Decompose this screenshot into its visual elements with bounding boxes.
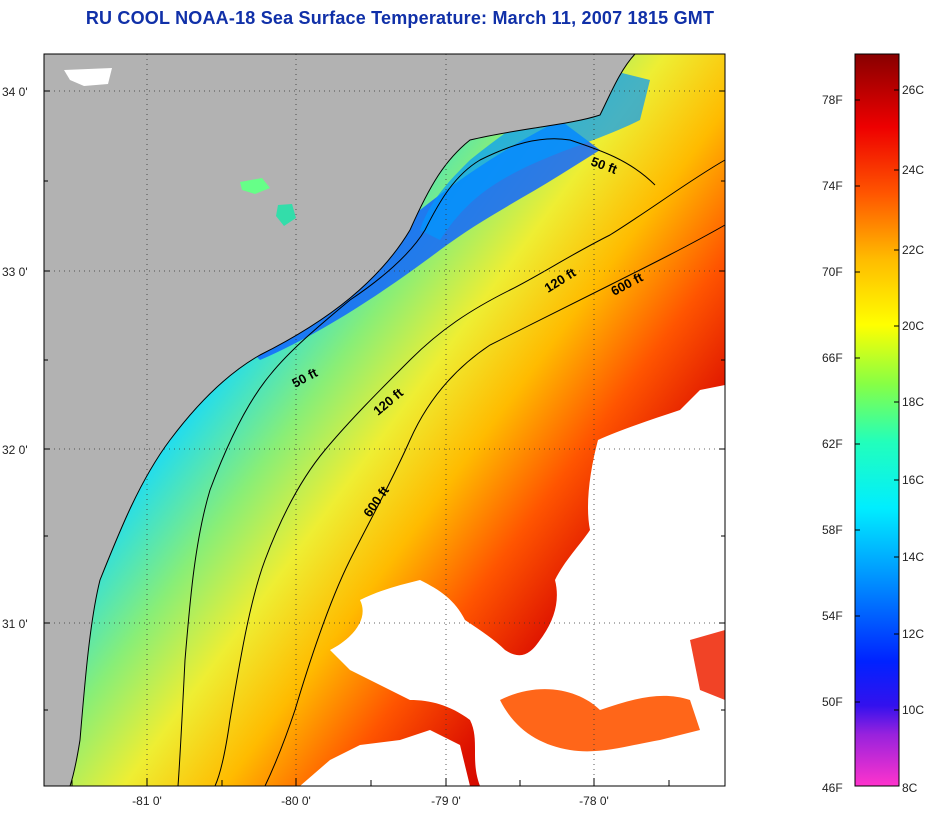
inland-lake (276, 204, 296, 226)
colorbar-f-label: 54F (822, 609, 843, 623)
contour-50ft (177, 138, 656, 787)
axis-ticks (44, 90, 725, 786)
contour-600ft (264, 224, 726, 787)
colorbar-f-label: 50F (822, 695, 843, 709)
colorbar-f-label: 62F (822, 437, 843, 451)
colorbar-c-label: 20C (902, 319, 924, 333)
inland-lake (240, 178, 270, 194)
snow-patch (64, 68, 112, 86)
colorbar-c-label: 14C (902, 550, 924, 564)
warm-eddy-patch-2 (690, 630, 725, 700)
colorbar-c-label: 18C (902, 395, 924, 409)
cloud-cover (330, 385, 725, 786)
coastline (69, 53, 636, 787)
gridlines (44, 54, 725, 786)
colorbar-c-label: 16C (902, 473, 924, 487)
latitude-label: 32 0' (2, 443, 28, 457)
longitude-label: -79 0' (431, 794, 461, 808)
latitude-label: 33 0' (2, 265, 28, 279)
longitude-label: -80 0' (281, 794, 311, 808)
colorbar-f-label: 66F (822, 351, 843, 365)
longitude-label: -81 0' (132, 794, 162, 808)
longitude-label: -78 0' (579, 794, 609, 808)
colorbar-f-label: 58F (822, 523, 843, 537)
colorbar-c-label: 26C (902, 83, 924, 97)
colorbar-c-label: 24C (902, 163, 924, 177)
colorbar-c-label: 22C (902, 243, 924, 257)
latitude-label: 34 0' (2, 85, 28, 99)
colorbar-c-label: 8C (902, 781, 918, 795)
cloud-cover-edge (300, 730, 470, 786)
land (44, 54, 635, 786)
colorbar-f-label: 70F (822, 265, 843, 279)
map-frame (43, 53, 726, 787)
map-title: RU COOL NOAA-18 Sea Surface Temperature:… (85, 8, 715, 28)
latitude-label: 31 0' (2, 617, 28, 631)
colorbar-ticks (855, 89, 899, 711)
warm-eddy-patch (500, 689, 700, 752)
colorbar-f-label: 78F (822, 93, 843, 107)
colorbar-c-label: 10C (902, 703, 924, 717)
colorbar-f-label: 46F (822, 781, 843, 795)
colorbar-f-label: 74F (822, 179, 843, 193)
colorbar-c-label: 12C (902, 627, 924, 641)
contour-120ft (214, 159, 726, 787)
colorbar (854, 53, 900, 787)
